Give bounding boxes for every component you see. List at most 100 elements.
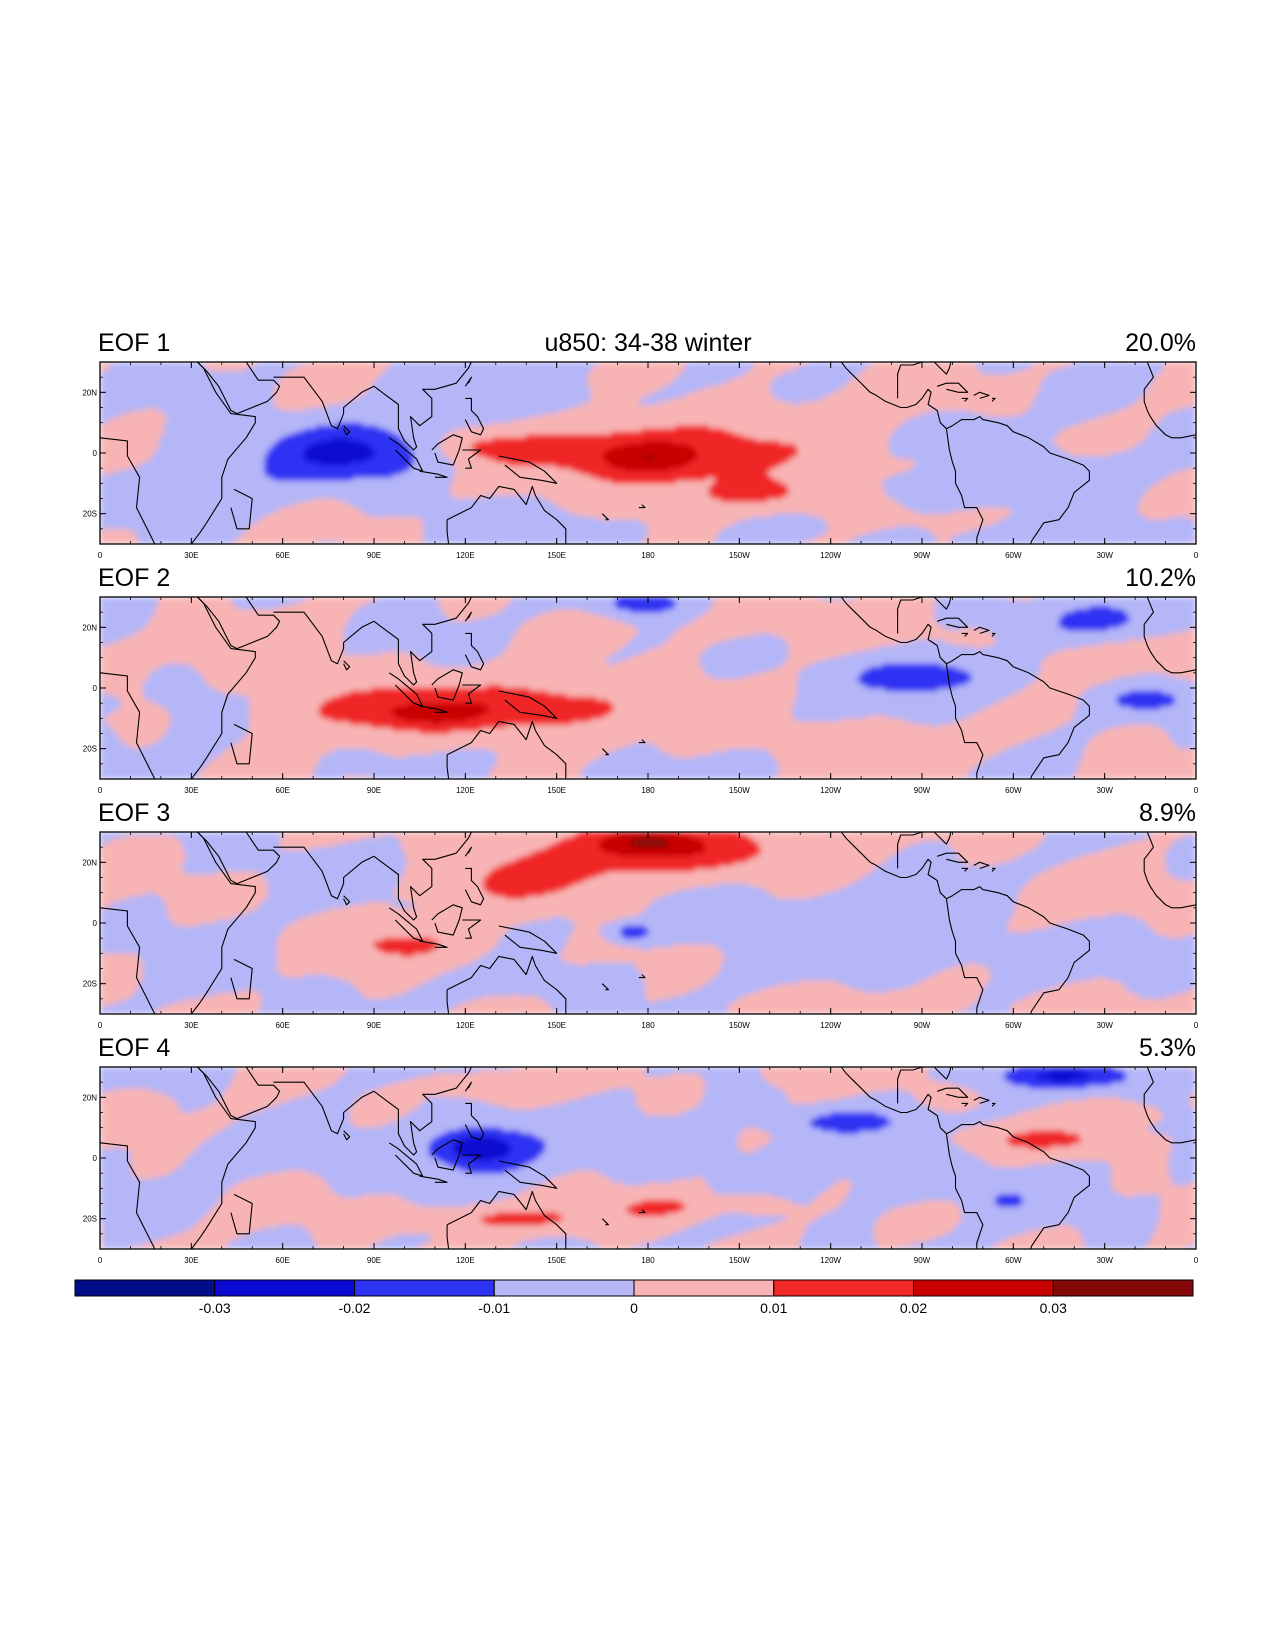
x-tick-label: 30W [1096, 551, 1113, 560]
x-tick-label: 150W [729, 786, 750, 795]
coastline [897, 832, 952, 869]
coastline [991, 632, 996, 637]
colorbar-label: 0.01 [760, 1300, 787, 1316]
coastline [273, 1067, 472, 1156]
axis-ticks: 0 30E 60E 90E 120E 150E 180 150W 120W 90W 60W 30W 0 2… [82, 831, 1199, 1030]
colorbar-labels: -0.03 -0.02 -0.01 0 0.01 0.02 0.03 [199, 1300, 1067, 1316]
x-tick-label: 0 [1194, 551, 1199, 560]
y-tick-label: 20S [83, 745, 97, 754]
coastline [343, 660, 351, 671]
coastline [464, 1081, 472, 1092]
x-tick-label: 30E [184, 1256, 198, 1265]
contour-fill [100, 1067, 1196, 1249]
y-tick-label: 20S [83, 980, 97, 989]
coastline [961, 1102, 969, 1107]
coastline [973, 861, 990, 869]
y-tick-label: 20N [82, 858, 97, 867]
colorbar-box [493, 1279, 635, 1297]
coastline [462, 1154, 482, 1174]
coastline [498, 455, 558, 484]
coastline [464, 611, 472, 622]
x-tick-label: 0 [1194, 786, 1199, 795]
x-tick-label: 0 [98, 551, 103, 560]
coastline [431, 434, 463, 466]
x-tick-label: 150E [547, 786, 566, 795]
coastline [446, 955, 567, 1014]
coastline [446, 485, 567, 544]
x-tick-label: 120E [456, 1021, 475, 1030]
coastline [840, 832, 1090, 1014]
coastline [273, 362, 472, 451]
colorbar-box [74, 1279, 216, 1297]
axis-ticks: 0 30E 60E 90E 120E 150E 180 150W 120W 90W 60W 30W 0 2… [82, 1066, 1199, 1265]
coastline [961, 397, 969, 402]
coastline [197, 832, 281, 885]
coastline [446, 1190, 567, 1249]
x-tick-label: 180 [641, 786, 655, 795]
colorbar-label: -0.02 [339, 1300, 371, 1316]
x-tick-label: 180 [641, 551, 655, 560]
coastline [464, 632, 485, 671]
coastline [388, 437, 424, 472]
x-tick-label: 0 [1194, 1256, 1199, 1265]
coastline [955, 953, 984, 1014]
x-tick-label: 150W [729, 551, 750, 560]
coastline [961, 867, 969, 872]
panel-label: EOF 2 [98, 564, 170, 592]
panel-label: EOF 1 [98, 329, 170, 357]
x-tick-label: 120W [820, 786, 841, 795]
coastline [945, 428, 957, 484]
map-field [100, 1067, 1196, 1249]
coastline-group [100, 832, 1196, 1014]
coastline [840, 597, 1090, 779]
coastline [431, 904, 463, 936]
coastline [498, 1160, 558, 1189]
y-tick-label: 20N [82, 623, 97, 632]
coastline [638, 1209, 646, 1214]
x-tick-label: 30W [1096, 786, 1113, 795]
x-tick-label: 150W [729, 1256, 750, 1265]
coastline [197, 362, 281, 415]
panel-eof-3: EOF 3 8.9% 0 30E 60E 90E 120E 150E 180 150W 120W… [82, 799, 1199, 1030]
colorbar-box [354, 1279, 495, 1297]
coastline [973, 391, 990, 399]
coastline [419, 1175, 448, 1183]
x-tick-label: 60E [276, 551, 290, 560]
coastline [1143, 597, 1196, 674]
x-tick-label: 120E [456, 786, 475, 795]
coastline [462, 449, 482, 469]
x-tick-label: 150E [547, 1256, 566, 1265]
y-tick-label: 0 [93, 684, 98, 693]
map-field [100, 832, 1196, 1014]
x-tick-label: 90E [367, 1256, 381, 1265]
coastline [431, 669, 463, 701]
coastline-group [100, 1067, 1196, 1249]
x-tick-label: 150W [729, 1021, 750, 1030]
x-tick-label: 90W [914, 1256, 931, 1265]
coastline [464, 397, 485, 436]
coastline [230, 1193, 253, 1235]
y-tick-label: 20N [82, 388, 97, 397]
coastline-group [100, 597, 1196, 779]
colorbar-box [773, 1279, 914, 1297]
coastline [388, 672, 424, 707]
x-tick-label: 120W [820, 1021, 841, 1030]
x-tick-label: 90W [914, 786, 931, 795]
coastline [955, 1188, 984, 1249]
x-tick-label: 120E [456, 551, 475, 560]
colorbar: -0.03 -0.02 -0.01 0 0.01 0.02 0.03 [74, 1279, 1194, 1316]
coastline [343, 895, 351, 906]
axis-ticks: 0 30E 60E 90E 120E 150E 180 150W 120W 90W 60W 30W 0 2… [82, 361, 1199, 560]
coastline-group [100, 362, 1196, 544]
coastline [601, 748, 609, 756]
coastline [973, 1096, 990, 1104]
coastline [638, 974, 646, 979]
x-tick-label: 120W [820, 551, 841, 560]
coastline [991, 397, 996, 402]
coastline [897, 362, 952, 399]
coastline [498, 690, 558, 719]
coastline [464, 846, 472, 857]
x-tick-label: 60W [1005, 1256, 1022, 1265]
x-tick-label: 120W [820, 1256, 841, 1265]
